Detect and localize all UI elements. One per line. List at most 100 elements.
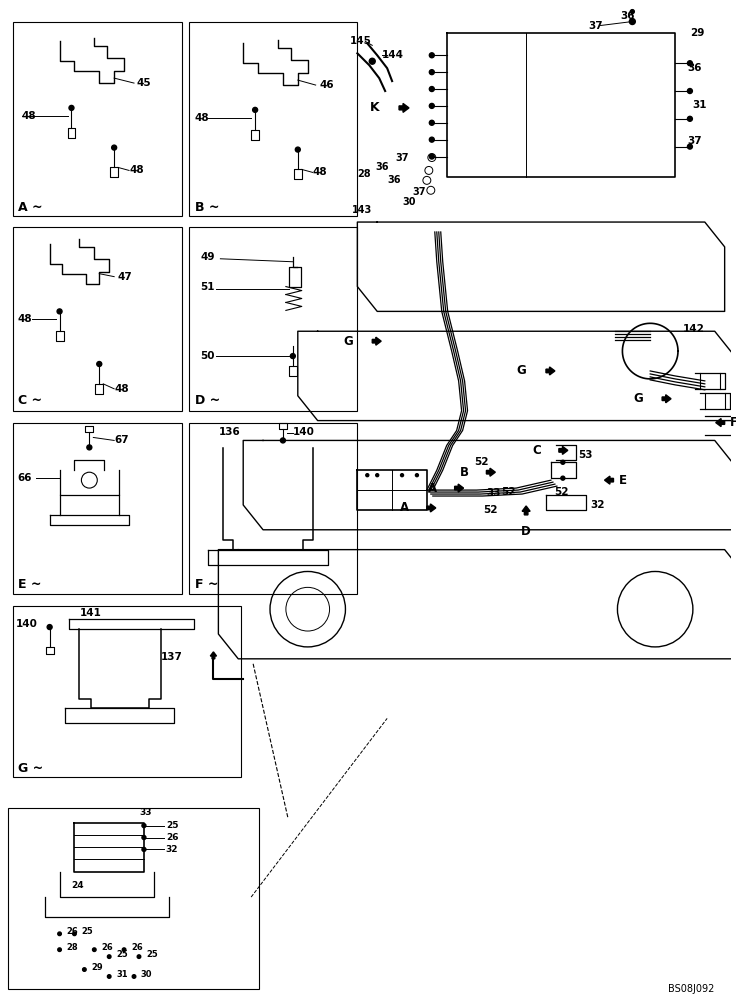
Text: E: E	[618, 474, 626, 487]
Text: 50: 50	[200, 351, 215, 361]
FancyArrow shape	[546, 367, 555, 375]
Circle shape	[69, 105, 74, 110]
FancyArrow shape	[455, 484, 464, 492]
Text: 24: 24	[71, 881, 84, 890]
Bar	[8, 808, 259, 989]
Text: D ~: D ~	[194, 394, 220, 407]
Text: 36: 36	[620, 11, 635, 21]
FancyArrow shape	[604, 476, 614, 484]
Circle shape	[429, 120, 434, 125]
Circle shape	[400, 474, 403, 477]
Circle shape	[429, 137, 434, 142]
Circle shape	[561, 460, 565, 464]
Text: 48: 48	[313, 167, 328, 177]
Text: 31: 31	[116, 970, 128, 979]
Text: 33: 33	[486, 488, 501, 498]
FancyArrow shape	[210, 652, 216, 659]
Bar	[13, 22, 182, 216]
Text: 52: 52	[501, 487, 516, 497]
Text: 140: 140	[293, 427, 315, 437]
FancyArrow shape	[486, 468, 495, 476]
Circle shape	[429, 154, 434, 159]
Text: 48: 48	[18, 314, 32, 324]
Text: F ~: F ~	[194, 578, 218, 591]
Circle shape	[73, 932, 77, 936]
Circle shape	[93, 948, 96, 951]
Circle shape	[142, 824, 146, 828]
Circle shape	[280, 438, 286, 443]
Bar	[188, 227, 358, 411]
Text: 29: 29	[690, 28, 704, 38]
Text: 29: 29	[91, 963, 103, 972]
Circle shape	[291, 354, 295, 359]
FancyArrow shape	[399, 103, 409, 112]
Text: 26: 26	[102, 943, 113, 952]
Text: 37: 37	[589, 21, 604, 31]
Circle shape	[107, 955, 111, 958]
Circle shape	[429, 87, 434, 92]
Text: 52: 52	[554, 487, 568, 497]
Text: 26: 26	[66, 927, 78, 936]
Text: 36: 36	[687, 63, 701, 73]
Text: 32: 32	[166, 845, 178, 854]
FancyArrow shape	[522, 506, 530, 515]
Text: 48: 48	[22, 111, 37, 121]
Text: 36: 36	[387, 175, 400, 185]
Circle shape	[112, 145, 116, 150]
Text: BS08J092: BS08J092	[668, 984, 715, 994]
Circle shape	[57, 932, 61, 936]
Text: 48: 48	[114, 384, 129, 394]
Text: 66: 66	[18, 473, 32, 483]
Text: A: A	[400, 501, 409, 514]
Circle shape	[687, 61, 693, 66]
Circle shape	[137, 955, 141, 958]
Text: D: D	[521, 525, 531, 538]
Text: F: F	[729, 416, 736, 429]
Text: 48: 48	[129, 165, 144, 175]
Text: 137: 137	[160, 652, 183, 662]
Text: 141: 141	[79, 608, 102, 618]
Text: K: K	[369, 101, 379, 114]
Text: 36: 36	[375, 162, 389, 172]
Text: 136: 136	[219, 427, 240, 437]
Bar	[13, 606, 241, 777]
Circle shape	[57, 309, 62, 314]
Circle shape	[429, 103, 434, 108]
Text: 33: 33	[139, 808, 152, 817]
Text: 52: 52	[484, 505, 498, 515]
Text: A ~: A ~	[18, 201, 43, 214]
Text: 37: 37	[687, 136, 701, 146]
Text: G: G	[634, 392, 643, 405]
Text: E ~: E ~	[18, 578, 41, 591]
FancyArrow shape	[715, 419, 725, 427]
Text: 32: 32	[591, 500, 605, 510]
Text: 45: 45	[137, 78, 152, 88]
Circle shape	[687, 144, 693, 149]
Circle shape	[47, 625, 52, 630]
Text: 25: 25	[146, 950, 158, 959]
Text: 30: 30	[402, 197, 416, 207]
Text: C ~: C ~	[18, 394, 42, 407]
Text: G: G	[517, 364, 526, 377]
Text: 142: 142	[683, 324, 705, 334]
Text: 48: 48	[194, 113, 209, 123]
Text: 52: 52	[475, 457, 489, 467]
Text: 140: 140	[16, 619, 38, 629]
Text: 26: 26	[131, 943, 143, 952]
Circle shape	[252, 107, 258, 112]
Text: 25: 25	[116, 950, 128, 959]
FancyArrow shape	[372, 337, 381, 345]
Circle shape	[132, 975, 136, 978]
Circle shape	[57, 948, 61, 951]
Text: 28: 28	[66, 943, 78, 952]
Circle shape	[107, 975, 111, 978]
FancyArrow shape	[662, 395, 671, 403]
Text: 31: 31	[692, 100, 707, 110]
Text: 30: 30	[141, 970, 152, 979]
Circle shape	[629, 19, 635, 25]
FancyArrow shape	[559, 446, 567, 454]
Text: 53: 53	[578, 450, 592, 460]
Circle shape	[82, 968, 86, 971]
Text: 145: 145	[350, 36, 371, 46]
Text: 26: 26	[166, 833, 178, 842]
